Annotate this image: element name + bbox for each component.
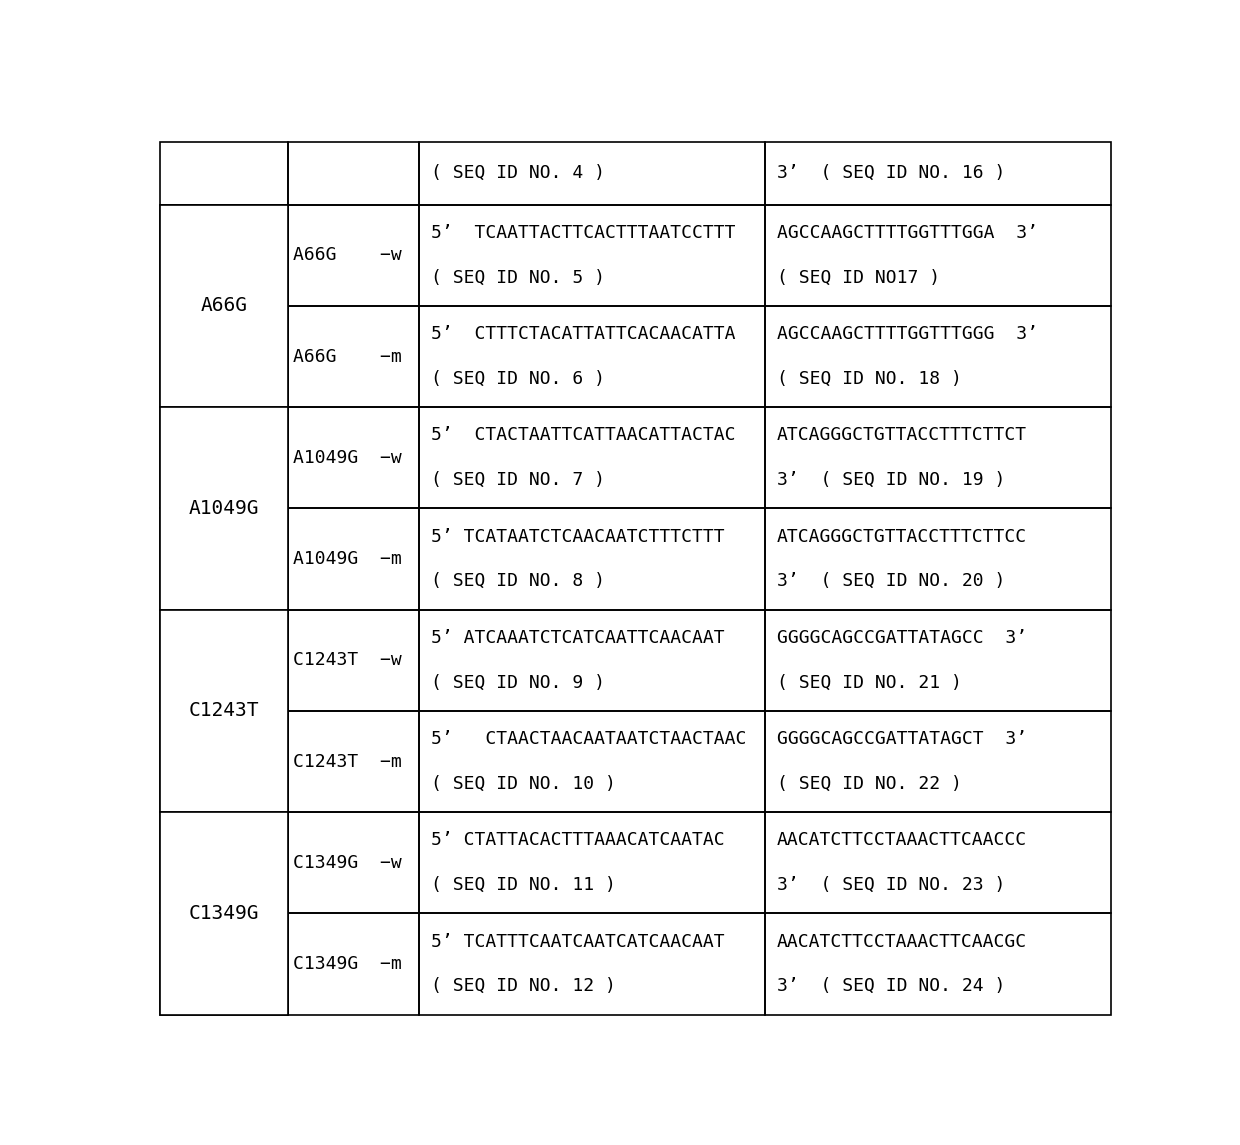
Text: A1049G  −w: A1049G −w	[294, 449, 402, 467]
Bar	[288, 306, 419, 408]
Bar	[765, 508, 1111, 609]
Bar	[419, 609, 765, 711]
Bar	[160, 711, 288, 812]
Text: C1349G  −m: C1349G −m	[294, 955, 402, 973]
Text: C1243T: C1243T	[188, 702, 259, 720]
Bar	[419, 914, 765, 1014]
Bar	[765, 142, 1111, 205]
Bar	[765, 914, 1111, 1014]
Bar	[288, 142, 419, 205]
Bar	[765, 711, 1111, 812]
Bar	[160, 812, 288, 914]
Text: ( SEQ ID NO17 ): ( SEQ ID NO17 )	[776, 269, 940, 286]
Text: 5’  CTTTCTACATTATTCACAACATTA: 5’ CTTTCTACATTATTCACAACATTA	[430, 325, 735, 343]
Bar	[765, 408, 1111, 508]
Bar	[419, 812, 765, 914]
Text: ( SEQ ID NO. 18 ): ( SEQ ID NO. 18 )	[776, 370, 962, 388]
Text: 3’  ( SEQ ID NO. 16 ): 3’ ( SEQ ID NO. 16 )	[776, 164, 1006, 182]
Text: A66G: A66G	[200, 297, 247, 315]
Text: 3’  ( SEQ ID NO. 23 ): 3’ ( SEQ ID NO. 23 )	[776, 876, 1006, 894]
Text: C1243T  −w: C1243T −w	[294, 652, 402, 670]
Text: A66G    −w: A66G −w	[294, 246, 402, 264]
Bar	[288, 609, 419, 711]
Bar	[160, 508, 288, 609]
Text: 5’  CTACTAATTCATTAACATTACTAC: 5’ CTACTAATTCATTAACATTACTAC	[430, 426, 735, 444]
Text: ( SEQ ID NO. 12 ): ( SEQ ID NO. 12 )	[430, 978, 616, 995]
Bar	[765, 306, 1111, 408]
Bar	[419, 711, 765, 812]
Text: ( SEQ ID NO. 22 ): ( SEQ ID NO. 22 )	[776, 775, 962, 792]
Bar	[160, 408, 288, 609]
Bar	[419, 408, 765, 508]
Text: A1049G: A1049G	[188, 499, 259, 518]
Text: ATCAGGGCTGTTACCTTTCTTCT: ATCAGGGCTGTTACCTTTCTTCT	[776, 426, 1027, 444]
Bar	[160, 914, 288, 1014]
Text: 5’   CTAACTAACAATAATCTAACTAAC: 5’ CTAACTAACAATAATCTAACTAAC	[430, 731, 746, 748]
Text: ( SEQ ID NO. 6 ): ( SEQ ID NO. 6 )	[430, 370, 605, 388]
Bar	[160, 812, 288, 1014]
Text: ( SEQ ID NO. 10 ): ( SEQ ID NO. 10 )	[430, 775, 616, 792]
Text: ( SEQ ID NO. 11 ): ( SEQ ID NO. 11 )	[430, 876, 616, 894]
Bar	[419, 508, 765, 609]
Text: 3’  ( SEQ ID NO. 24 ): 3’ ( SEQ ID NO. 24 )	[776, 978, 1006, 995]
Bar	[765, 609, 1111, 711]
Bar	[288, 914, 419, 1014]
Text: 5’ ATCAAATCTCATCAATTCAACAAT: 5’ ATCAAATCTCATCAATTCAACAAT	[430, 629, 724, 647]
Bar	[288, 711, 419, 812]
Text: AGCCAAGCTTTTGGTTTGGG  3’: AGCCAAGCTTTTGGTTTGGG 3’	[776, 325, 1038, 343]
Bar	[419, 142, 765, 205]
Text: 5’  TCAATTACTTCACTTTAATCCTTT: 5’ TCAATTACTTCACTTTAATCCTTT	[430, 224, 735, 242]
Text: ( SEQ ID NO. 7 ): ( SEQ ID NO. 7 )	[430, 471, 605, 489]
Bar	[160, 205, 288, 306]
Bar	[419, 205, 765, 306]
Bar	[419, 306, 765, 408]
Text: GGGGCAGCCGATTATAGCT  3’: GGGGCAGCCGATTATAGCT 3’	[776, 731, 1027, 748]
Text: 5’ TCATTTCAATCAATCATCAACAAT: 5’ TCATTTCAATCAATCATCAACAAT	[430, 933, 724, 950]
Bar	[288, 508, 419, 609]
Bar	[160, 306, 288, 408]
Text: C1349G: C1349G	[188, 903, 259, 923]
Bar	[288, 205, 419, 306]
Text: A1049G  −m: A1049G −m	[294, 550, 402, 568]
Text: A66G    −m: A66G −m	[294, 348, 402, 365]
Text: GGGGCAGCCGATTATAGCC  3’: GGGGCAGCCGATTATAGCC 3’	[776, 629, 1027, 647]
Text: AACATCTTCCTAAACTTCAACCC: AACATCTTCCTAAACTTCAACCC	[776, 831, 1027, 850]
Text: ( SEQ ID NO. 4 ): ( SEQ ID NO. 4 )	[430, 164, 605, 182]
Bar	[160, 205, 288, 408]
Text: AGCCAAGCTTTTGGTTTGGA  3’: AGCCAAGCTTTTGGTTTGGA 3’	[776, 224, 1038, 242]
Text: AACATCTTCCTAAACTTCAACGC: AACATCTTCCTAAACTTCAACGC	[776, 933, 1027, 950]
Text: C1349G  −w: C1349G −w	[294, 854, 402, 871]
Text: ( SEQ ID NO. 21 ): ( SEQ ID NO. 21 )	[776, 673, 962, 692]
Bar	[288, 408, 419, 508]
Text: 5’ CTATTACACTTTAAACATCAATAC: 5’ CTATTACACTTTAAACATCAATAC	[430, 831, 724, 850]
Bar	[160, 609, 288, 812]
Bar	[765, 205, 1111, 306]
Bar	[160, 408, 288, 508]
Bar	[160, 609, 288, 711]
Bar	[288, 812, 419, 914]
Text: 5’ TCATAATCTCAACAATCTTTCTTT: 5’ TCATAATCTCAACAATCTTTCTTT	[430, 528, 724, 546]
Text: 3’  ( SEQ ID NO. 20 ): 3’ ( SEQ ID NO. 20 )	[776, 572, 1006, 591]
Text: C1243T  −m: C1243T −m	[294, 752, 402, 771]
Bar	[765, 812, 1111, 914]
Text: ( SEQ ID NO. 9 ): ( SEQ ID NO. 9 )	[430, 673, 605, 692]
Text: 3’  ( SEQ ID NO. 19 ): 3’ ( SEQ ID NO. 19 )	[776, 471, 1006, 489]
Bar	[160, 142, 288, 205]
Text: ATCAGGGCTGTTACCTTTCTTCC: ATCAGGGCTGTTACCTTTCTTCC	[776, 528, 1027, 546]
Text: ( SEQ ID NO. 8 ): ( SEQ ID NO. 8 )	[430, 572, 605, 591]
Text: ( SEQ ID NO. 5 ): ( SEQ ID NO. 5 )	[430, 269, 605, 286]
